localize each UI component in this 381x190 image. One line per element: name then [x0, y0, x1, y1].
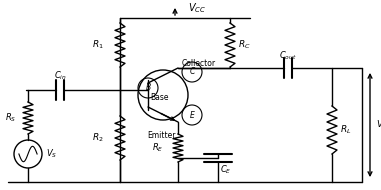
- Text: $R_1$: $R_1$: [92, 39, 104, 51]
- Text: $V_S$: $V_S$: [46, 148, 57, 160]
- Text: $R_L$: $R_L$: [340, 124, 351, 136]
- Text: $R_S$: $R_S$: [5, 112, 16, 124]
- Text: $C_E$: $C_E$: [220, 164, 232, 176]
- Text: $C_{out}$: $C_{out}$: [279, 50, 297, 62]
- Text: E: E: [190, 111, 194, 120]
- Text: $R_C$: $R_C$: [238, 39, 251, 51]
- Text: $V_{out}$: $V_{out}$: [376, 119, 381, 131]
- Text: Emitter: Emitter: [147, 131, 176, 140]
- Text: Base: Base: [150, 93, 168, 102]
- Text: C: C: [189, 67, 195, 77]
- Text: $C_{in}$: $C_{in}$: [54, 70, 66, 82]
- Text: $V_{CC}$: $V_{CC}$: [188, 1, 206, 15]
- Text: $R_E$: $R_E$: [152, 142, 164, 154]
- Text: $R_2$: $R_2$: [92, 132, 104, 144]
- Text: Collector: Collector: [182, 59, 216, 69]
- Text: B: B: [146, 83, 150, 93]
